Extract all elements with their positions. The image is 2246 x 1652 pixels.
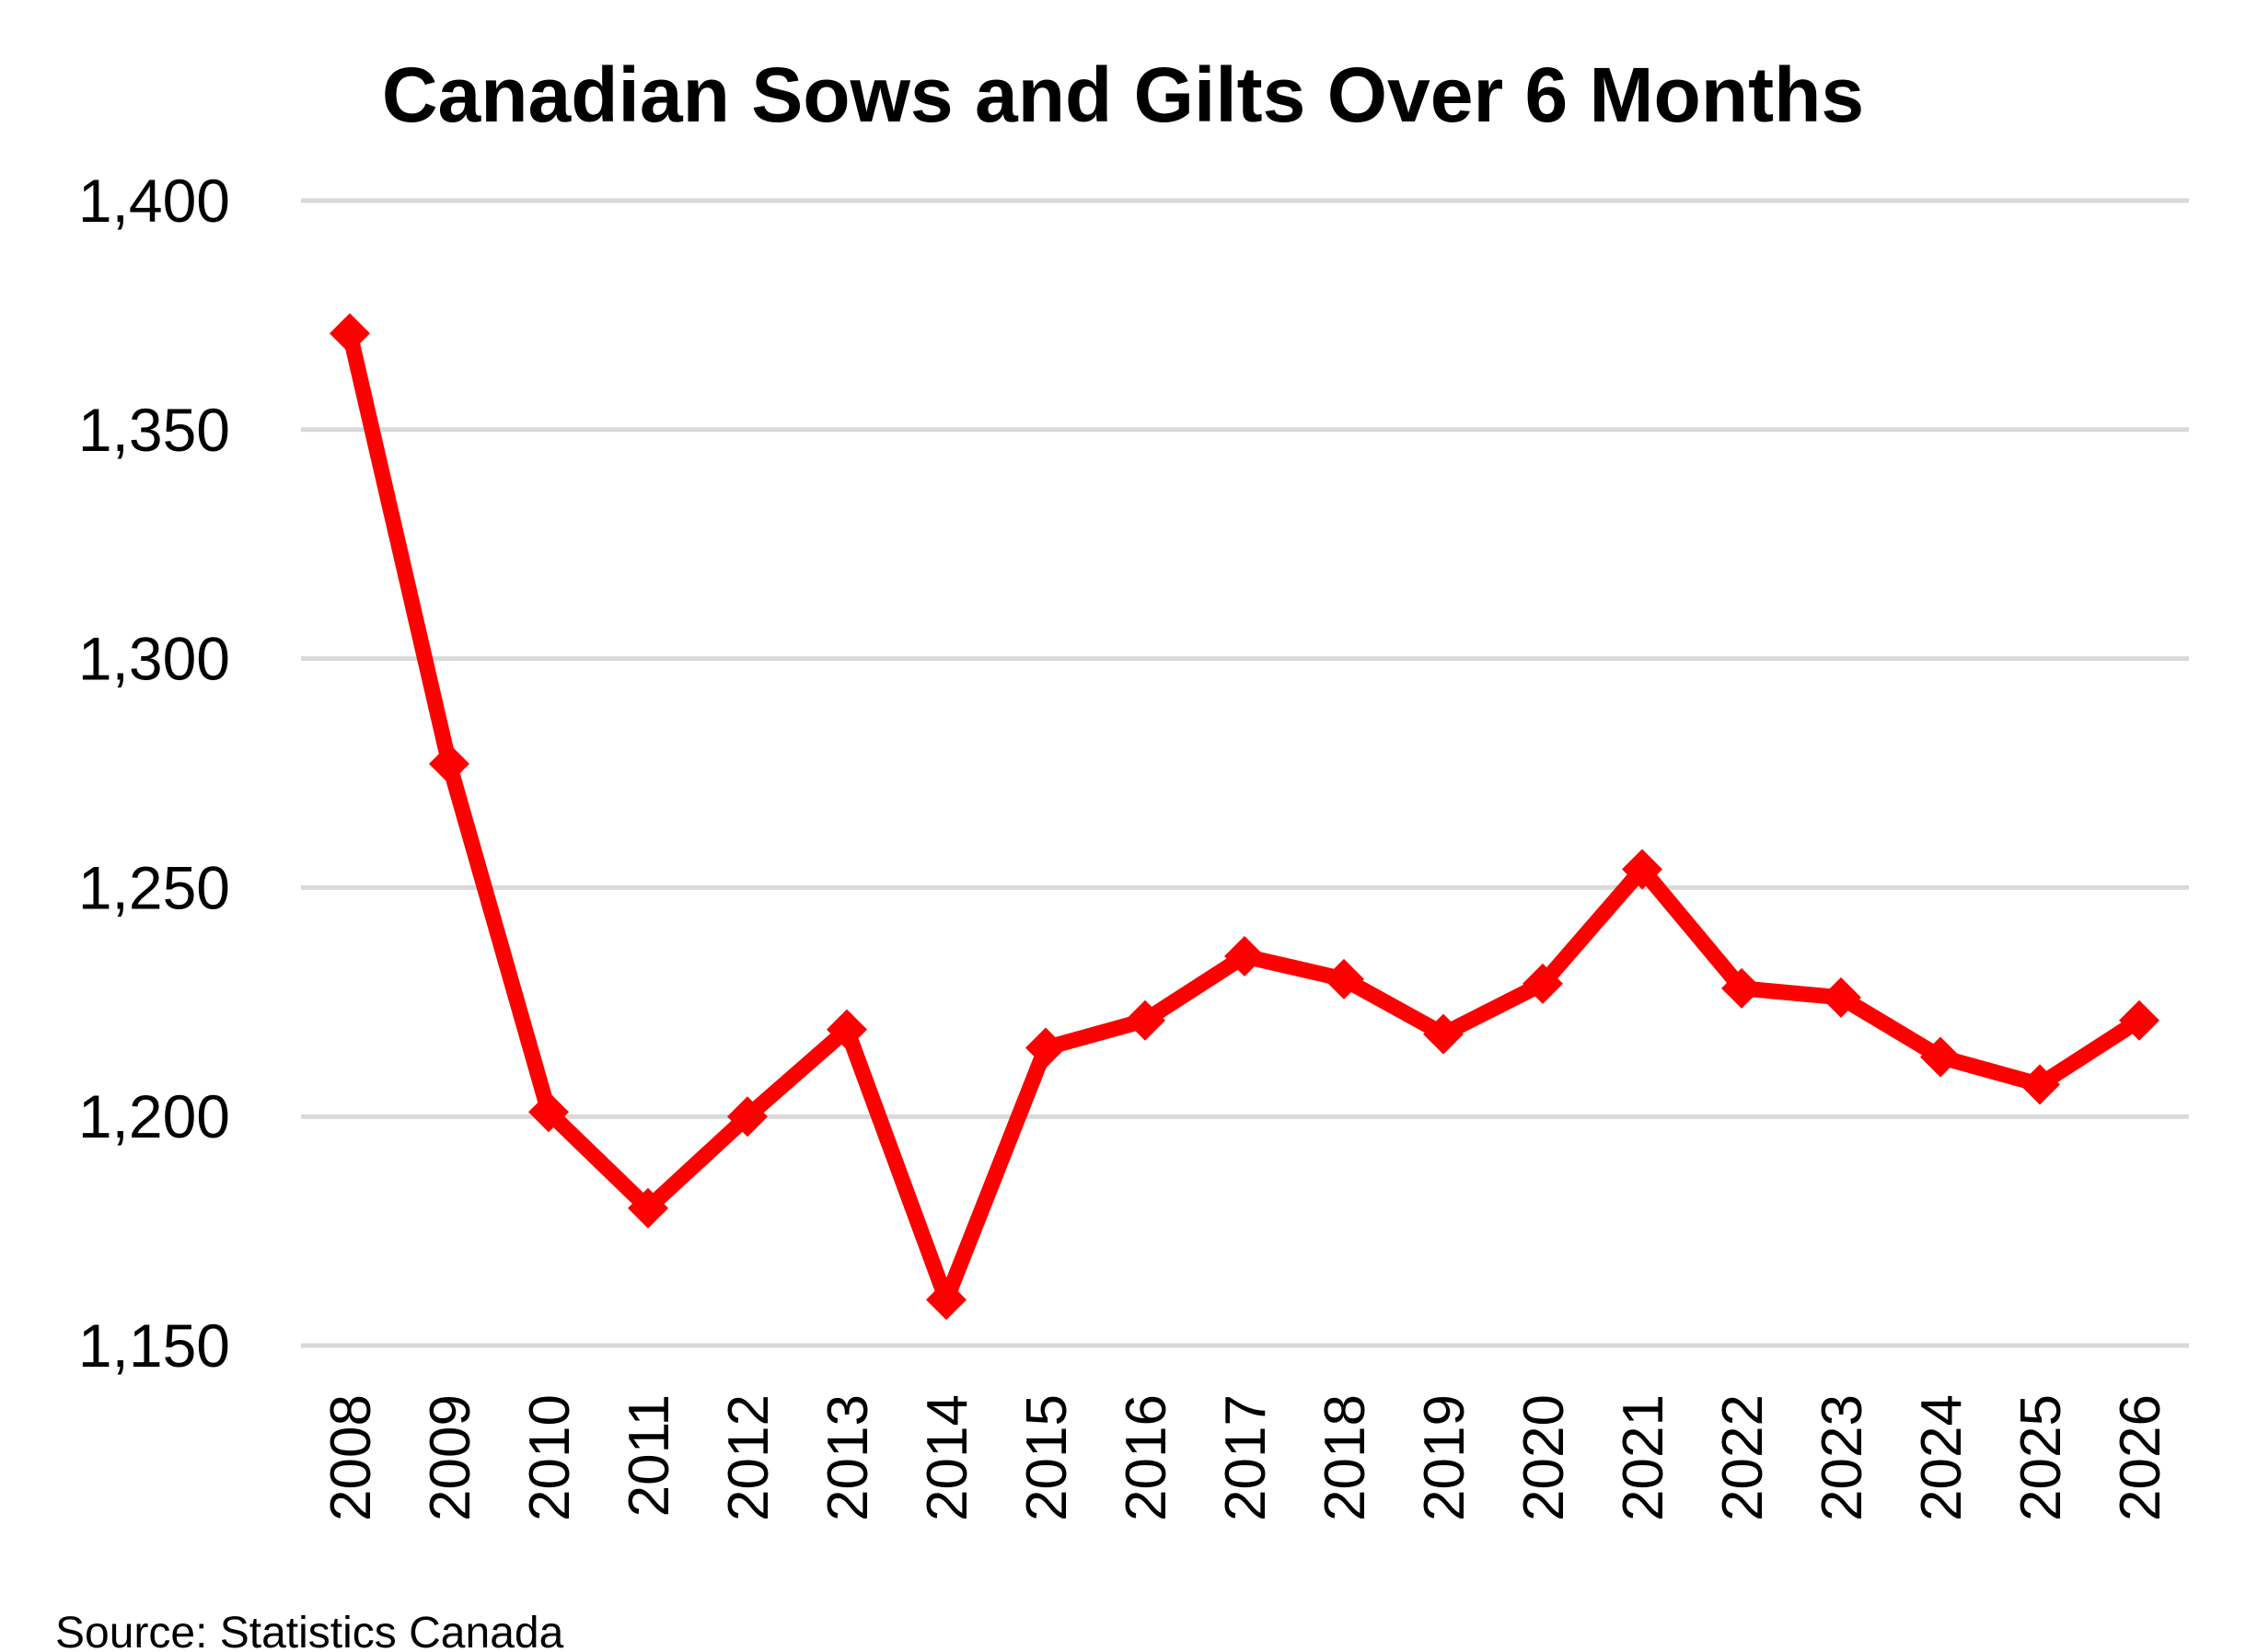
data-point-marker <box>1125 999 1165 1041</box>
x-tick-label: 2015 <box>1015 1394 1079 1521</box>
x-axis-tick-labels: 2008 2009 2010 2011 2012 2013 2014 2015 2016 2017… <box>319 1394 2172 1521</box>
y-tick-label: 1,350 <box>78 396 230 464</box>
data-point-marker <box>1224 936 1265 977</box>
data-point-marker <box>628 1187 668 1229</box>
x-tick-label: 2017 <box>1214 1394 1278 1521</box>
data-point-marker <box>330 313 370 354</box>
y-tick-label: 1,400 <box>78 167 230 235</box>
y-tick-label: 1,250 <box>78 853 230 921</box>
x-tick-label: 2013 <box>816 1394 880 1521</box>
x-tick-label: 2026 <box>2109 1394 2172 1521</box>
data-point-marker <box>926 1279 967 1321</box>
data-point-marker <box>2119 999 2159 1041</box>
data-point-marker <box>429 744 469 785</box>
x-tick-label: 2016 <box>1115 1394 1178 1521</box>
x-tick-label: 2018 <box>1314 1394 1377 1521</box>
x-tick-label: 2011 <box>618 1394 681 1517</box>
x-tick-label: 2009 <box>419 1394 482 1521</box>
data-point-marker <box>2020 1064 2060 1105</box>
x-tick-label: 2008 <box>319 1394 383 1521</box>
x-tick-label: 2020 <box>1512 1394 1576 1521</box>
x-tick-label: 2023 <box>1811 1394 1874 1521</box>
data-point-marker <box>1821 976 1861 1018</box>
data-point-marker <box>1721 967 1762 1009</box>
chart-title: Canadian Sows and Gilts Over 6 Months <box>382 52 1864 138</box>
y-tick-label: 1,300 <box>78 625 230 693</box>
y-axis-tick-labels: 1,150 1,200 1,250 1,300 1,350 1,400 <box>78 167 230 1380</box>
x-tick-label: 2025 <box>2009 1394 2073 1521</box>
data-point-marker <box>1622 849 1662 890</box>
y-tick-label: 1,150 <box>78 1311 230 1380</box>
x-tick-label: 2022 <box>1711 1394 1775 1521</box>
data-point-marker <box>1920 1036 1961 1078</box>
x-tick-label: 2014 <box>916 1394 979 1521</box>
series-layer <box>330 313 2159 1321</box>
gridlines <box>301 198 2189 1348</box>
source-note: Source: Statistics Canada <box>55 1609 564 1652</box>
data-point-marker <box>727 1096 768 1138</box>
x-tick-label: 2024 <box>1910 1394 1974 1521</box>
x-tick-label: 2010 <box>518 1394 582 1521</box>
x-tick-label: 2021 <box>1612 1394 1675 1521</box>
y-tick-label: 1,200 <box>78 1082 230 1150</box>
data-point-marker <box>1025 1027 1066 1069</box>
data-point-marker <box>1324 958 1364 999</box>
series-line <box>342 325 2148 1308</box>
x-tick-label: 2019 <box>1413 1394 1476 1521</box>
data-point-marker <box>1423 1013 1464 1055</box>
data-point-marker <box>528 1092 569 1133</box>
data-point-marker <box>1522 963 1563 1004</box>
data-point-marker <box>827 1009 867 1050</box>
x-tick-label: 2012 <box>717 1394 781 1521</box>
